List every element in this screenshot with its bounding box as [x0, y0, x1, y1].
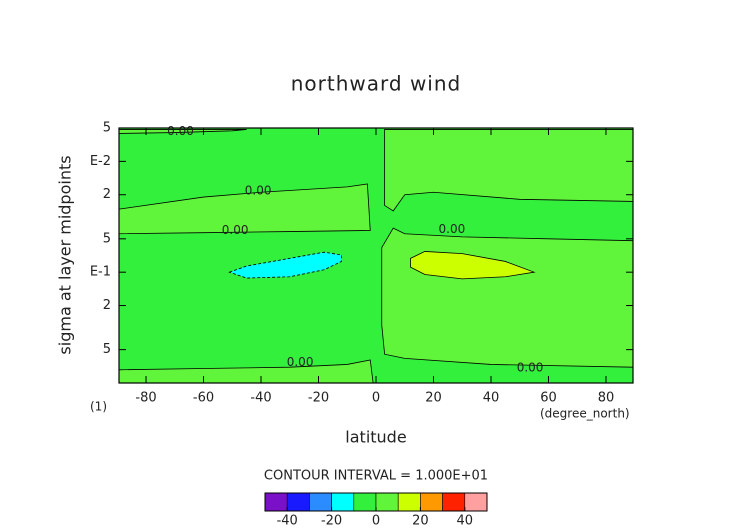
contour-interval: CONTOUR INTERVAL = 1.000E+01: [264, 469, 488, 484]
contour-region: [119, 359, 374, 383]
contour-region: [410, 251, 536, 280]
y-axis-label: sigma at layer midpoints: [56, 155, 75, 354]
contour-region: [119, 183, 371, 235]
colorbar-cell: [375, 492, 399, 512]
y-tick-label: 2: [103, 187, 111, 202]
y-tick-label: 5: [103, 231, 111, 246]
contour-label: 0.00: [439, 222, 466, 236]
contour-label: 0.00: [167, 124, 194, 138]
colorbar-cell: [353, 492, 377, 512]
contour-label: 0.00: [287, 355, 314, 369]
y-unit: (1): [90, 400, 107, 414]
colorbar-tick-label: 40: [457, 514, 474, 529]
x-tick-label: 20: [425, 391, 442, 406]
x-tick-label: -20: [308, 391, 329, 406]
colorbar-cell: [331, 492, 355, 512]
colorbar-tick-label: 0: [372, 514, 380, 529]
colorbar-cell: [264, 492, 288, 512]
x-tick-label: 40: [483, 391, 500, 406]
chart-title: northward wind: [291, 72, 461, 96]
colorbar-tick-label: 20: [412, 514, 429, 529]
x-tick-label: 60: [540, 391, 557, 406]
x-tick-label: -80: [135, 391, 156, 406]
colorbar-tick-label: -20: [321, 514, 342, 529]
contour-region: [228, 251, 342, 279]
colorbar-cell: [420, 492, 443, 512]
contour-label: 0.00: [222, 223, 249, 237]
colorbar-cell: [442, 492, 466, 512]
y-tick-label: 2: [103, 298, 111, 313]
x-tick-label: -60: [193, 391, 214, 406]
x-tick-label: 80: [598, 391, 615, 406]
contour-region: [381, 227, 633, 368]
x-unit: (degree_north): [540, 407, 630, 421]
y-tick-label: E-2: [90, 154, 111, 169]
contour-label: 0.00: [245, 184, 272, 198]
colorbar-cell: [309, 492, 332, 512]
y-tick-label: 5: [103, 121, 111, 136]
contour-region: [384, 129, 633, 212]
colorbar-cell: [464, 492, 488, 512]
contour-label: 0.00: [517, 360, 544, 374]
colorbar-cell: [397, 492, 421, 512]
y-tick-label: 5: [103, 342, 111, 357]
x-axis-label: latitude: [345, 428, 406, 447]
colorbar-cell: [286, 492, 310, 512]
colorbar-tick-label: -40: [277, 514, 298, 529]
x-tick-label: -40: [250, 391, 271, 406]
y-tick-label: E-1: [90, 265, 111, 280]
x-tick-label: 0: [372, 391, 380, 406]
